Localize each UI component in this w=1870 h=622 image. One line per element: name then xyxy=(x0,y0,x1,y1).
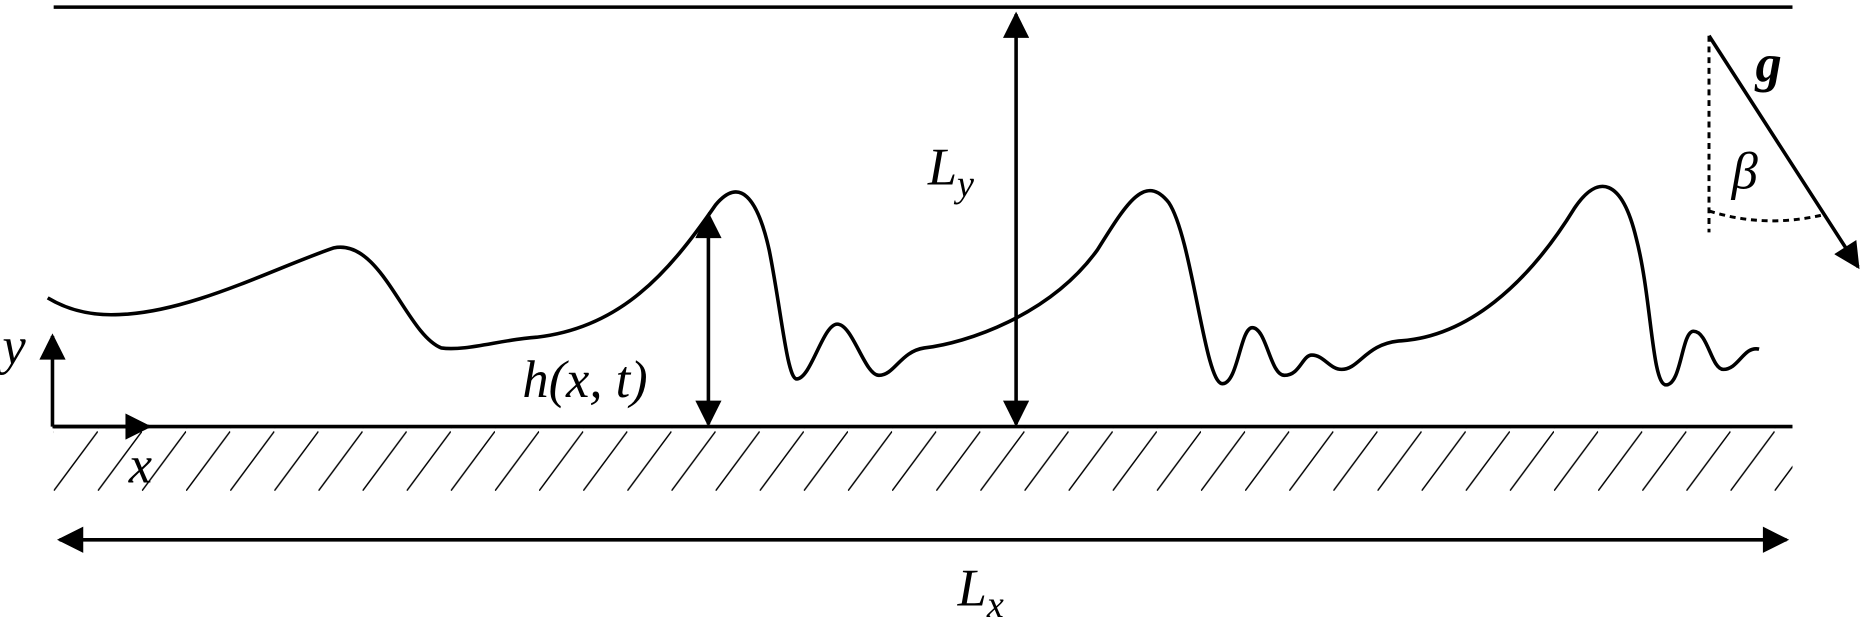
x-axis-label: x xyxy=(128,437,152,495)
y-axis-label: y xyxy=(0,317,26,375)
lx-sub: x xyxy=(986,584,1004,622)
ly-main: L xyxy=(927,139,957,197)
lx-main: L xyxy=(957,559,987,617)
angle-label: β xyxy=(1731,142,1759,200)
height-label: h(x, t) xyxy=(522,351,647,409)
gravity-label: g xyxy=(1755,35,1782,93)
ly-label: Ly xyxy=(927,139,974,206)
film-surface xyxy=(46,184,1760,387)
gravity-arrow xyxy=(1707,34,1860,270)
angle-arc xyxy=(1708,209,1826,223)
ly-sub: y xyxy=(953,164,974,206)
lx-label: Lx xyxy=(957,559,1004,622)
wall-hatching xyxy=(53,428,1793,491)
